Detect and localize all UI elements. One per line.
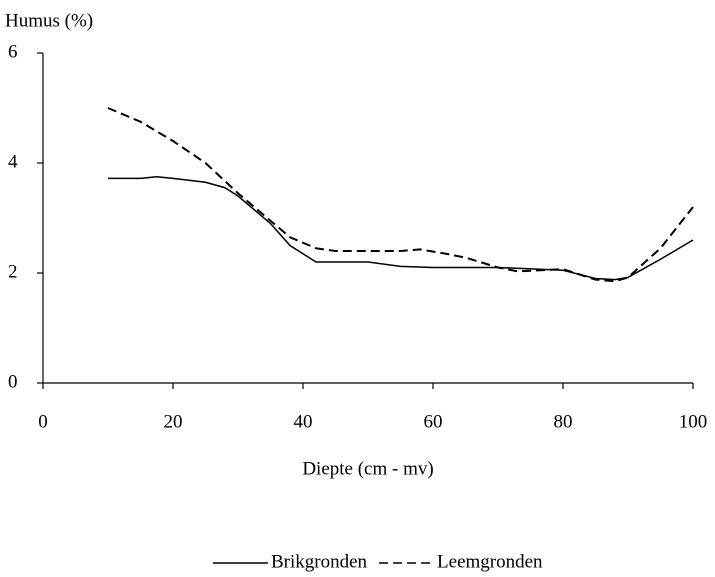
x-tick-label: 100: [679, 411, 708, 432]
legend-label: Leemgronden: [437, 551, 543, 572]
y-tick-label: 6: [8, 41, 18, 62]
y-tick-label: 2: [8, 261, 18, 282]
y-tick-label: 0: [8, 371, 18, 392]
x-tick-label: 0: [38, 411, 48, 432]
x-tick-label: 80: [554, 411, 573, 432]
y-tick-label: 4: [8, 151, 18, 172]
legend-label: Brikgronden: [271, 551, 368, 572]
line: [107, 107, 694, 283]
x-axis-title: Diepte (cm - mv): [302, 458, 433, 479]
x-tick-label: 40: [294, 411, 313, 432]
x-tick-label: 60: [424, 411, 443, 432]
x-tick-label: 20: [164, 411, 183, 432]
line: [108, 175, 694, 281]
y-axis-title: Humus (%): [5, 10, 93, 31]
